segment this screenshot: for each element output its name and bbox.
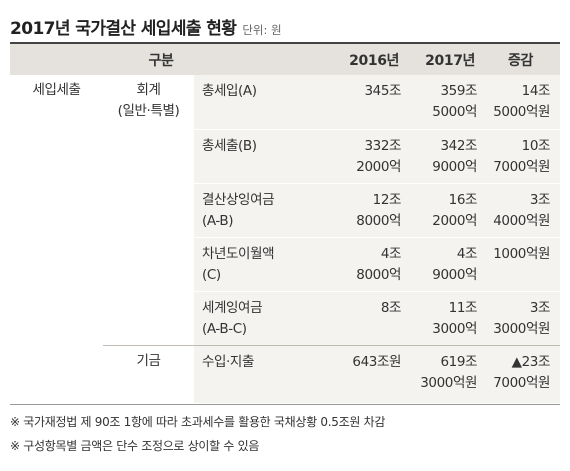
header-row: 구분 2016년 2017년 증감 xyxy=(10,44,561,75)
value-diff: ▲23조 7000억원 xyxy=(481,344,561,403)
header-category: 구분 xyxy=(10,44,313,75)
footnote: ※ 국가재정법 제 90조 1항에 따라 초과세수를 활용한 국채상황 0.5조… xyxy=(10,415,386,429)
value-diff: 1000억원 xyxy=(481,236,561,291)
header-diff: 증감 xyxy=(481,44,561,75)
header-2017: 2017년 xyxy=(405,44,482,75)
settlement-table: 구분 2016년 2017년 증감 세입세출 회계 (일반·특별) 총세입(A)… xyxy=(10,44,561,403)
group-revenue-expense: 세입세출 xyxy=(10,75,103,403)
title-row: 2017년 국가결산 세입세출 현황 단위: 원 xyxy=(10,14,282,40)
value-2017: 16조 2000억 xyxy=(405,182,482,237)
page-title: 2017년 국가결산 세입세출 현황 xyxy=(10,19,237,39)
value-2016: 332조 2000억 xyxy=(312,128,406,183)
item-cell: 총세입(A) xyxy=(194,75,313,129)
group-account-line2: (일반·특별) xyxy=(117,103,180,119)
item-cell: 차년도이월액 (C) xyxy=(194,236,313,291)
table-row: 세계잉여금 (A-B-C) 8조 11조 3000억 3조 3000억원 xyxy=(10,290,561,345)
value-2017: 11조 3000억 xyxy=(405,290,482,345)
value-2017: 359조 5000억 xyxy=(405,75,482,129)
table-row: 세입세출 회계 (일반·특별) 총세입(A) 345조 359조 5000억 14… xyxy=(10,75,561,403)
bottom-rule xyxy=(10,404,560,405)
group-account: 회계 (일반·특별) xyxy=(103,75,194,345)
group-fund: 기금 xyxy=(103,344,194,403)
value-2016: 643조원 xyxy=(312,344,406,403)
value-2016: 8조 xyxy=(312,290,406,345)
top-rule xyxy=(10,42,560,44)
item-cell: 총세출(B) xyxy=(194,128,313,183)
value-2016: 4조 8000억 xyxy=(312,236,406,291)
item-cell: 세계잉여금 (A-B-C) xyxy=(194,290,313,345)
value-2016: 12조 8000억 xyxy=(312,182,406,237)
value-2016: 345조 xyxy=(312,75,406,129)
table-row: 결산상잉여금 (A-B) 12조 8000억 16조 2000억 3조 4000억원 xyxy=(10,182,561,237)
value-diff: 10조 7000억원 xyxy=(481,128,561,183)
value-diff: 3조 4000억원 xyxy=(481,182,561,237)
item-cell: 수입·지출 xyxy=(194,344,313,403)
table-row: 기금 수입·지출 643조원 619조 3000억원 ▲23조 7000억원 xyxy=(10,344,561,403)
item-cell: 결산상잉여금 (A-B) xyxy=(194,182,313,237)
table-row: 총세출(B) 332조 2000억 342조 9000억 10조 7000억원 xyxy=(10,128,561,183)
value-2017: 619조 3000억원 xyxy=(405,344,482,403)
value-diff: 3조 3000억원 xyxy=(481,290,561,345)
group-account-line1: 회계 xyxy=(136,82,161,98)
table-row: 차년도이월액 (C) 4조 8000억 4조 9000억 1000억원 xyxy=(10,236,561,291)
unit-label: 단위: 원 xyxy=(242,23,282,37)
value-2017: 4조 9000억 xyxy=(405,236,482,291)
value-diff: 14조 5000억원 xyxy=(481,75,561,129)
footnote: ※ 구성항목별 금액은 단수 조정으로 상이할 수 있음 xyxy=(10,439,260,453)
value-2017: 342조 9000억 xyxy=(405,128,482,183)
header-2016: 2016년 xyxy=(312,44,406,75)
